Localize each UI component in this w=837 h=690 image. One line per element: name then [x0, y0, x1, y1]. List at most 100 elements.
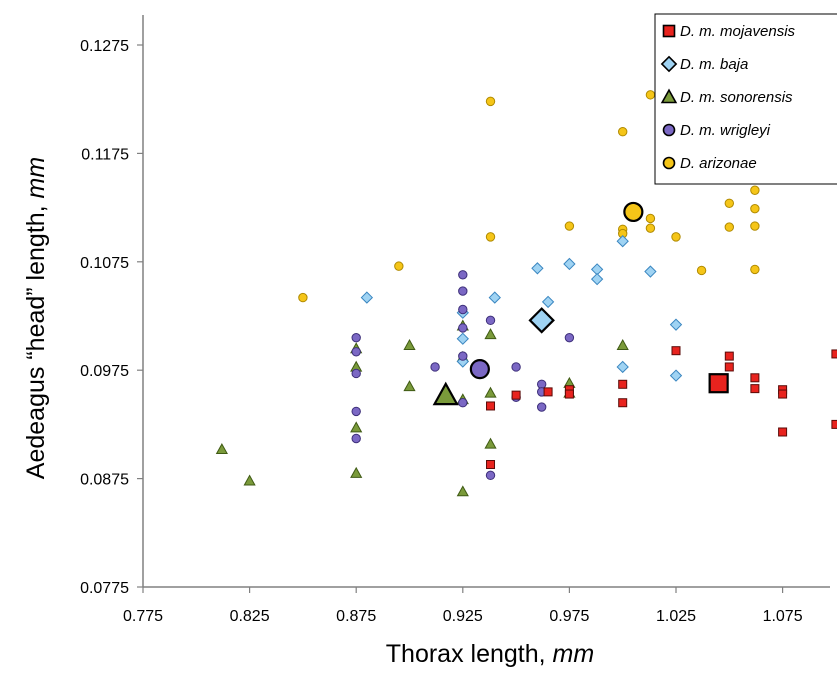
data-point	[458, 323, 468, 333]
data-point	[750, 373, 760, 383]
data-point	[458, 270, 468, 280]
data-point	[488, 291, 501, 304]
legend-label: D. m. sonorensis	[680, 89, 793, 106]
legend-marker	[660, 55, 678, 73]
data-point	[350, 421, 363, 433]
data-point	[645, 213, 656, 224]
data-point	[671, 232, 681, 242]
data-point	[511, 362, 521, 372]
data-point	[458, 351, 468, 361]
data-point	[616, 338, 629, 350]
data-point	[616, 235, 629, 248]
data-point	[485, 470, 496, 481]
data-point	[669, 369, 683, 382]
y-tick-label: 0.1275	[80, 38, 129, 55]
data-point	[778, 427, 788, 437]
data-point	[644, 265, 657, 278]
data-point	[616, 360, 629, 374]
data-point	[831, 349, 837, 359]
data-point	[543, 387, 553, 397]
x-tick-label: 1.025	[656, 608, 696, 625]
legend-label: D. m. wrigleyi	[680, 122, 771, 139]
data-point	[831, 419, 837, 429]
data-point	[485, 315, 496, 326]
x-tick-label: 0.925	[443, 608, 483, 625]
mean-point	[469, 359, 490, 380]
data-point	[618, 127, 628, 137]
legend-marker	[662, 123, 676, 137]
y-tick-label: 0.1075	[80, 255, 129, 272]
data-point	[351, 332, 361, 343]
y-tick-label: 0.1175	[81, 146, 129, 163]
data-point	[750, 203, 760, 214]
data-points	[215, 90, 837, 497]
mean-point	[708, 373, 729, 394]
legend-box	[654, 13, 837, 185]
data-point	[696, 265, 707, 276]
data-point	[590, 272, 604, 286]
data-point	[403, 338, 416, 350]
data-point	[750, 221, 760, 231]
y-tick-label: 0.0975	[80, 363, 129, 380]
data-point	[671, 346, 681, 356]
data-point	[351, 347, 361, 357]
data-point	[564, 389, 574, 399]
legend-marker	[660, 88, 678, 104]
data-point	[669, 318, 683, 331]
data-point	[456, 485, 469, 497]
data-point	[351, 433, 361, 444]
x-tick-label: 0.975	[549, 608, 589, 625]
data-point	[724, 351, 734, 361]
data-point	[458, 286, 468, 296]
axes	[137, 15, 830, 593]
data-point	[298, 292, 308, 303]
data-point	[750, 384, 760, 394]
data-point	[486, 401, 496, 411]
data-point	[430, 362, 440, 372]
legend-marker	[662, 156, 676, 170]
legend-marker	[662, 24, 676, 38]
data-point	[458, 304, 468, 315]
data-point	[645, 90, 656, 100]
data-point	[618, 379, 628, 389]
data-point	[360, 291, 374, 304]
y-axis-title: Aedeagus “head” length, mm	[22, 157, 50, 479]
data-point	[750, 185, 760, 195]
x-tick-label: 0.825	[230, 608, 270, 625]
data-point	[486, 460, 496, 470]
data-point	[645, 223, 656, 233]
data-point	[511, 390, 521, 400]
tick-labels: 0.7750.8250.8750.9250.9751.0251.0751.125…	[80, 38, 803, 625]
legend-label: D. arizonae	[680, 155, 757, 172]
data-point	[485, 96, 496, 107]
data-point	[215, 443, 228, 455]
data-point	[750, 264, 760, 275]
x-tick-label: 0.875	[336, 608, 376, 625]
data-point	[564, 221, 575, 231]
legend-label: D. m. baja	[680, 56, 748, 73]
data-point	[724, 222, 734, 232]
mean-point	[528, 307, 555, 334]
x-tick-label: 1.075	[763, 608, 803, 625]
data-point	[351, 406, 361, 417]
data-point	[563, 257, 576, 271]
data-point	[350, 466, 363, 478]
data-point	[484, 328, 497, 340]
data-point	[484, 437, 497, 449]
data-point	[536, 402, 547, 412]
legend-label: D. m. mojavensis	[680, 23, 796, 40]
data-point	[618, 398, 628, 408]
data-point	[458, 398, 468, 408]
mean-points	[432, 201, 729, 406]
data-point	[724, 198, 734, 208]
data-point	[484, 386, 497, 398]
mean-point	[623, 201, 644, 223]
data-point	[724, 362, 734, 372]
y-tick-label: 0.0775	[80, 580, 129, 597]
data-point	[778, 389, 788, 399]
y-tick-label: 0.0875	[80, 472, 129, 489]
legend: D. m. mojavensis D. m. baja D. m. sonorens…	[654, 13, 837, 185]
data-point	[403, 380, 416, 392]
data-point	[564, 332, 575, 343]
data-point	[541, 295, 555, 309]
